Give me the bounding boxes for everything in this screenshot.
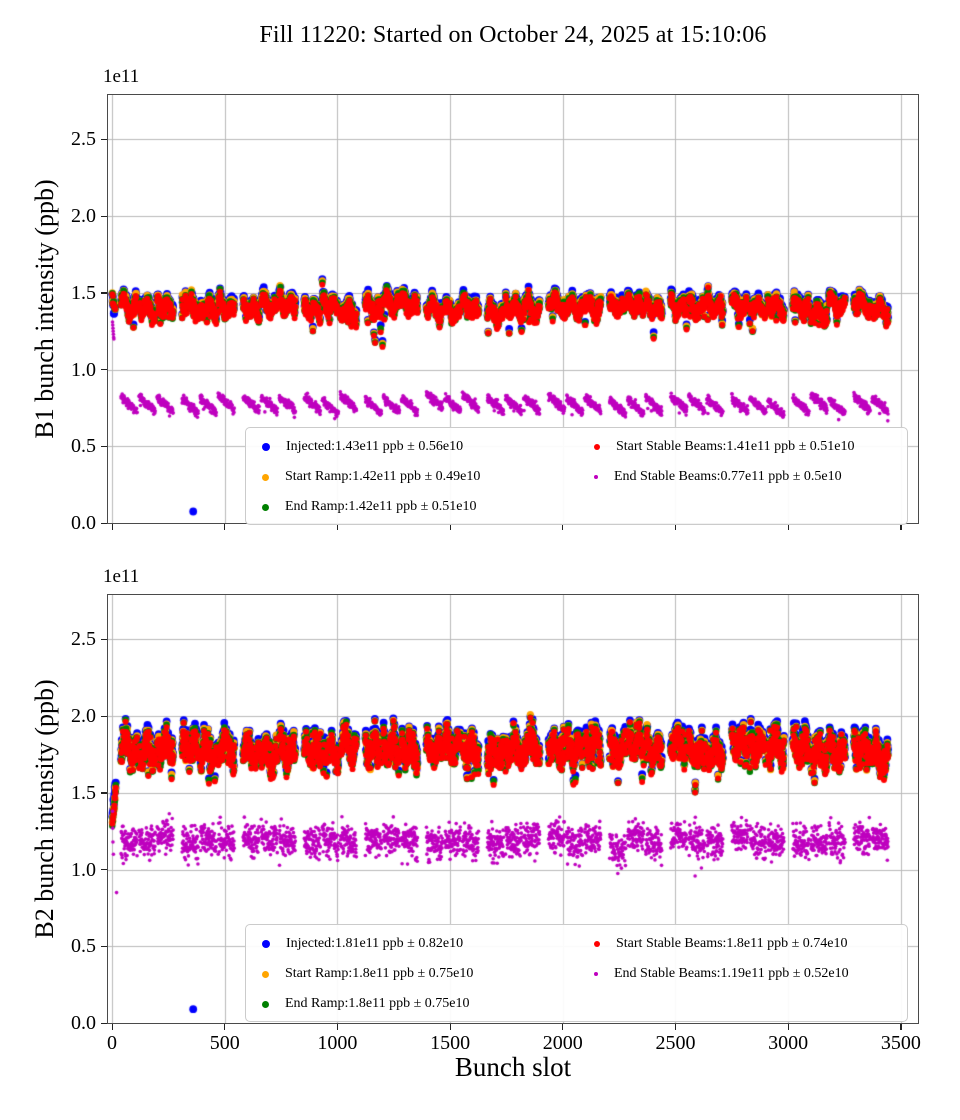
y-tick-mark bbox=[101, 638, 107, 641]
x-tick-label: 500 bbox=[209, 1032, 240, 1054]
legend-label: End Ramp:1.42e11 ppb ± 0.51e10 bbox=[285, 499, 477, 514]
legend-marker-dot bbox=[262, 473, 269, 481]
legend-label: End Stable Beams:0.77e11 ppb ± 0.5e10 bbox=[614, 469, 842, 484]
legend-marker-dot bbox=[594, 941, 600, 947]
x-tick-label: 0 bbox=[107, 1032, 118, 1054]
y-tick-mark bbox=[101, 1022, 107, 1024]
legend-label: End Ramp:1.8e11 ppb ± 0.75e10 bbox=[285, 996, 470, 1011]
legend-marker-dot bbox=[594, 475, 598, 479]
legend-b1: Injected:1.43e11 ppb ± 0.56e10 Start Ramp… bbox=[245, 427, 908, 525]
y-tick-label: 2.5 bbox=[71, 628, 96, 651]
legend-label: Start Stable Beams:1.8e11 ppb ± 0.74e10 bbox=[616, 936, 848, 951]
y-tick-mark bbox=[101, 945, 107, 947]
x-tick-mark bbox=[336, 524, 339, 530]
y-tick-label: 1.5 bbox=[71, 781, 96, 804]
x-axis-label: Bunch slot bbox=[454, 1052, 572, 1082]
legend-label: Injected:1.81e11 ppb ± 0.82e10 bbox=[286, 936, 464, 951]
y-tick-mark bbox=[101, 715, 107, 717]
axis-offset-text-b1: 1e11 bbox=[103, 66, 140, 87]
legend-entry-start-ramp: Start Ramp:1.8e11 ppb ± 0.75e10 bbox=[250, 959, 473, 989]
x-tick-mark bbox=[900, 524, 902, 530]
y-tick-label: 0.0 bbox=[71, 1012, 96, 1034]
x-tick-label: 3500 bbox=[880, 1032, 921, 1054]
legend-marker-dot bbox=[594, 972, 598, 976]
legend-marker-dot bbox=[262, 503, 269, 511]
x-tick-mark bbox=[674, 1024, 677, 1030]
y-tick-mark bbox=[101, 138, 107, 141]
legend-label: Start Stable Beams:1.41e11 ppb ± 0.51e10 bbox=[616, 439, 855, 454]
y-tick-mark bbox=[101, 292, 107, 294]
x-tick-mark bbox=[562, 524, 564, 530]
x-tick-mark bbox=[449, 524, 451, 530]
y-tick-label: 1.0 bbox=[71, 858, 96, 881]
legend-marker-dot bbox=[262, 940, 270, 948]
x-tick-label: 2000 bbox=[542, 1032, 583, 1054]
y-tick-mark bbox=[101, 445, 107, 447]
x-tick-mark bbox=[562, 1024, 564, 1030]
x-tick-mark bbox=[111, 524, 113, 530]
y-tick-label: 2.5 bbox=[71, 128, 96, 151]
legend-marker-dot bbox=[262, 1000, 269, 1008]
legend-entry-end-ramp: End Ramp:1.8e11 ppb ± 0.75e10 bbox=[250, 989, 469, 1019]
x-tick-mark bbox=[224, 1024, 226, 1030]
x-tick-mark bbox=[449, 1024, 451, 1030]
y-tick-mark bbox=[101, 792, 107, 794]
legend-marker-dot bbox=[594, 444, 600, 450]
y-tick-label: 0.0 bbox=[71, 512, 96, 534]
x-tick-label: 1500 bbox=[430, 1032, 471, 1054]
legend-label: End Stable Beams:1.19e11 ppb ± 0.52e10 bbox=[614, 966, 849, 981]
y-tick-mark bbox=[101, 215, 107, 217]
legend-label: Start Ramp:1.8e11 ppb ± 0.75e10 bbox=[285, 966, 474, 981]
legend-b2: Injected:1.81e11 ppb ± 0.82e10 Start Ramp… bbox=[245, 924, 908, 1022]
y-tick-mark bbox=[101, 522, 107, 524]
x-tick-mark bbox=[900, 1024, 902, 1030]
y-tick-label: 0.5 bbox=[71, 935, 96, 958]
legend-entry-end-stable-beams: End Stable Beams:0.77e11 ppb ± 0.5e10 bbox=[582, 462, 842, 492]
axis-offset-text-b2: 1e11 bbox=[103, 566, 140, 587]
y-tick-label: 1.0 bbox=[71, 358, 96, 381]
y-tick-mark bbox=[101, 869, 107, 871]
legend-entry-end-stable-beams: End Stable Beams:1.19e11 ppb ± 0.52e10 bbox=[582, 959, 849, 989]
x-tick-label: 2500 bbox=[655, 1032, 696, 1054]
y-tick-label: 2.0 bbox=[71, 205, 96, 228]
legend-entry-start-ramp: Start Ramp:1.42e11 ppb ± 0.49e10 bbox=[250, 462, 480, 492]
y-tick-label: 2.0 bbox=[71, 705, 96, 728]
legend-label: Injected:1.43e11 ppb ± 0.56e10 bbox=[286, 439, 464, 454]
legend-entry-start-stable-beams: Start Stable Beams:1.8e11 ppb ± 0.74e10 bbox=[582, 929, 848, 959]
x-tick-mark bbox=[674, 524, 677, 530]
legend-entry-injected: Injected:1.43e11 ppb ± 0.56e10 bbox=[250, 432, 463, 462]
x-tick-mark bbox=[111, 1024, 113, 1030]
legend-entry-end-ramp: End Ramp:1.42e11 ppb ± 0.51e10 bbox=[250, 492, 476, 522]
x-tick-label: 1000 bbox=[317, 1032, 358, 1054]
x-tick-mark bbox=[787, 1024, 789, 1030]
x-tick-mark bbox=[336, 1024, 339, 1030]
legend-label: Start Ramp:1.42e11 ppb ± 0.49e10 bbox=[285, 469, 481, 484]
x-tick-mark bbox=[787, 524, 789, 530]
x-tick-label: 3000 bbox=[768, 1032, 809, 1054]
legend-marker-dot bbox=[262, 443, 270, 451]
legend-entry-start-stable-beams: Start Stable Beams:1.41e11 ppb ± 0.51e10 bbox=[582, 432, 855, 462]
y-tick-mark bbox=[101, 369, 107, 371]
legend-marker-dot bbox=[262, 970, 269, 978]
x-tick-mark bbox=[224, 524, 226, 530]
figure-title: Fill 11220: Started on October 24, 2025 … bbox=[259, 22, 767, 48]
legend-entry-injected: Injected:1.81e11 ppb ± 0.82e10 bbox=[250, 929, 463, 959]
y-tick-label: 1.5 bbox=[71, 281, 96, 304]
y-tick-label: 0.5 bbox=[71, 435, 96, 458]
